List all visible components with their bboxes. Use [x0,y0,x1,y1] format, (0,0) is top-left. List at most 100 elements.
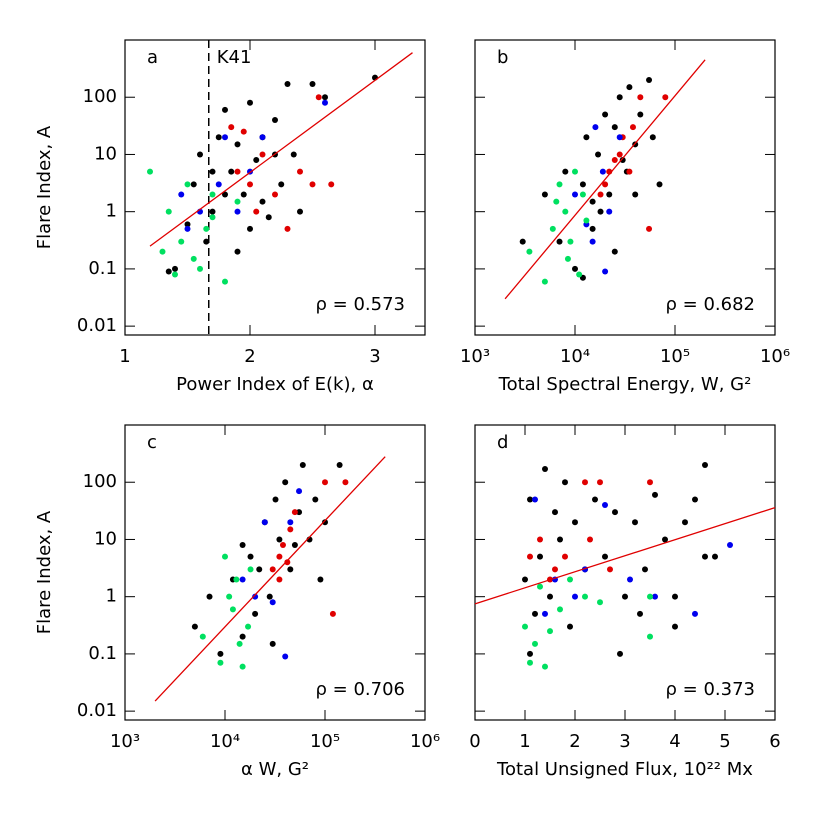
data-point [619,157,626,164]
data-point [647,633,653,640]
data-point [672,623,678,630]
data-point [269,599,276,606]
x-tick-label: 2 [244,346,255,367]
data-point [682,519,688,526]
data-point [562,479,568,486]
data-point [190,255,197,262]
x-tick-label: 10⁶ [410,731,440,752]
data-point [215,134,222,141]
data-point [606,208,613,215]
data-point [269,640,276,647]
data-point [165,268,172,275]
x-axis-label: Total Spectral Energy, W, G² [498,374,752,395]
data-point [178,191,185,198]
data-point [542,663,548,670]
data-point [222,553,228,560]
data-point [607,566,613,573]
data-point [222,278,228,285]
data-point [328,181,335,188]
data-point [190,181,197,188]
data-point [606,191,613,198]
data-point [626,84,633,91]
data-point [553,198,560,205]
data-point [579,191,586,198]
data-point [222,191,228,198]
y-tick-label: 1 [106,586,117,607]
data-point [165,208,172,215]
data-point [272,191,278,198]
correlation-label: ρ = 0.682 [666,294,755,315]
data-point [322,99,328,106]
x-tick-label: 10⁴ [210,731,240,752]
data-point [557,536,563,543]
data-point [247,553,254,560]
data-point [247,225,253,232]
correlation-label: ρ = 0.706 [316,679,405,700]
data-point [252,610,259,617]
data-point [692,610,698,617]
data-point [627,576,633,583]
data-point [209,208,216,215]
fit-line [474,507,776,605]
data-point [557,606,563,613]
data-point [253,157,260,164]
data-point [287,526,294,533]
data-point [259,198,266,205]
y-tick-label: 100 [83,471,117,492]
x-tick-label: 4 [669,731,680,752]
data-point [712,553,718,560]
data-point [597,479,603,486]
data-point [602,181,609,188]
data-point [522,576,528,583]
y-tick-label: 0.01 [77,315,117,336]
data-point [240,191,247,198]
data-point [247,99,253,106]
data-point [542,610,548,617]
data-point [245,623,252,630]
data-point [282,479,289,486]
data-point [203,238,210,245]
data-point [647,593,653,600]
data-point [284,559,291,566]
data-point [602,502,608,509]
data-point [549,225,556,232]
x-axis-label: Power Index of E(k), α [176,374,374,395]
plot-frame [474,39,776,336]
data-point [556,238,563,245]
data-point [296,509,303,516]
data-point [336,462,343,468]
correlation-label: ρ = 0.373 [666,679,755,700]
data-point [556,181,563,188]
data-point [278,181,285,188]
data-point [234,198,241,205]
data-point [234,168,241,175]
data-point [276,553,283,560]
data-point [572,519,578,526]
data-point [239,576,246,583]
data-point [629,124,636,131]
data-point [287,566,294,573]
x-tick-label: 10³ [460,346,490,367]
x-tick-label: 1 [519,731,530,752]
data-point [284,225,291,232]
x-tick-label: 10⁴ [560,346,590,367]
data-point [616,134,623,141]
data-point [239,633,246,640]
data-point [291,542,298,549]
data-point [589,225,596,232]
data-point [284,81,291,88]
data-point [342,479,349,486]
data-point [269,566,276,573]
data-point [597,208,604,215]
data-point [662,94,669,101]
data-point [592,496,598,503]
data-point [184,225,191,232]
x-tick-label: 10³ [110,731,140,752]
data-point [562,553,568,560]
data-point [527,659,533,666]
data-point [239,542,246,549]
y-tick-label: 10 [94,143,117,164]
data-point [228,168,235,175]
